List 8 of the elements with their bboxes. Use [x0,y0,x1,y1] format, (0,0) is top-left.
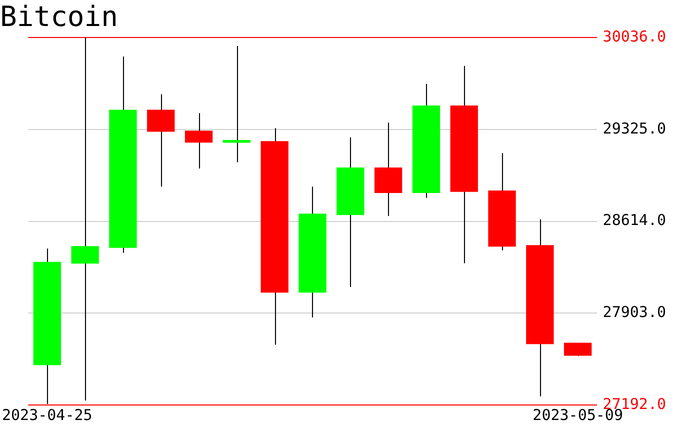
y-tick-label: 30036.0 [602,27,666,46]
x-tick-label: 2023-04-25 [2,406,92,424]
y-tick-label: 27903.0 [602,303,666,322]
candlestick [71,37,99,401]
chart-title: Bitcoin [0,0,118,34]
y-tick-label: 29325.0 [602,119,666,138]
candlestick [222,45,251,163]
y-tick-label: 28614.0 [602,211,666,230]
